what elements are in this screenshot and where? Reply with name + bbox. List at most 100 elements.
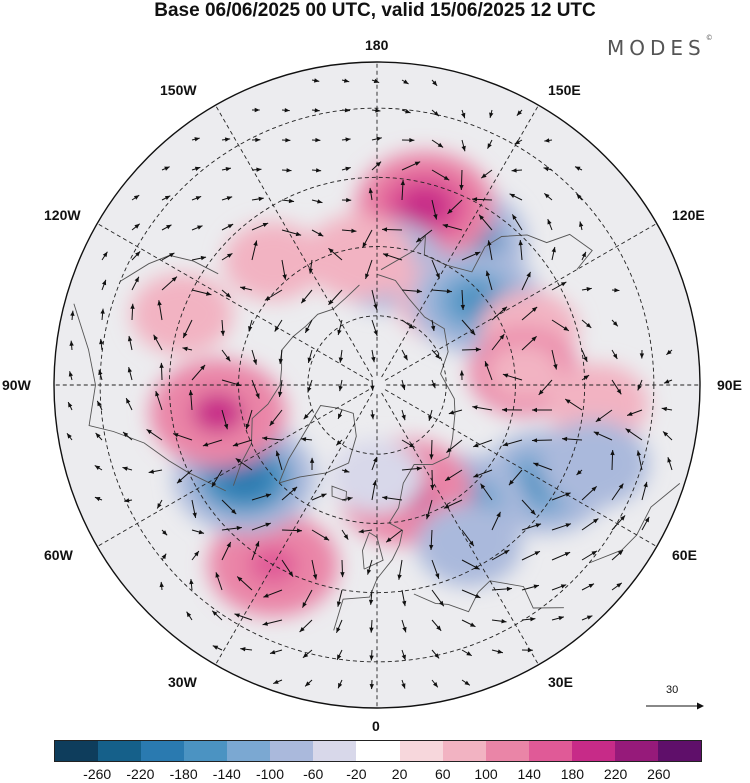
wind-arrow-head [344,468,350,473]
wind-arrow-head [159,362,164,368]
wind-arrow-head [466,651,472,656]
wind-arrow-head [202,442,209,447]
wind-arrow-head [429,454,434,460]
wind-arrow-head [405,109,411,114]
wind-arrow-head [565,399,571,404]
wind-arrow-head [340,572,345,578]
brand-text: MODES [607,36,706,60]
wind-arrow-head [460,304,465,310]
wind-arrow-head [433,111,439,117]
colorbar-swatch [657,741,701,761]
wind-arrow-head [593,518,599,524]
wind-arrow-head [166,224,172,230]
wind-arrow-head [445,476,451,481]
wind-arrow-head [401,384,406,390]
wind-arrow-head [225,292,231,298]
wind-arrow-head [533,584,539,589]
colorbar-tick: 220 [603,766,628,782]
wind-arrow-head [472,197,478,202]
wind-arrow-head [256,167,262,172]
wind-arrow-head [430,484,435,490]
wind-arrow-head [133,195,140,200]
wind-arrow-head [157,503,162,509]
wind-arrow-head [382,495,388,501]
wind-arrow-head [252,359,257,365]
wind-arrow-head [226,196,233,201]
wind-arrow-head [275,450,280,457]
colorbar-swatch [98,741,142,761]
wind-arrow-head [636,450,641,456]
wind-arrow-head [429,544,434,550]
wind-arrow-head [182,346,188,352]
wind-arrow-head [288,571,293,577]
wind-arrow-head [305,681,311,687]
colorbar-swatch [184,741,228,761]
wind-arrow-head [562,436,568,442]
wind-arrow-head [666,349,672,355]
wind-arrow-head [614,288,620,293]
wind-arrow-head [164,195,171,200]
wind-arrow-head [401,654,406,661]
wind-arrow-head [236,525,242,531]
wind-arrow-head [403,79,409,84]
wind-arrow-head [206,291,212,296]
wind-arrow-head [526,271,531,278]
wind-arrow-head [475,593,481,598]
wind-arrow-head [70,310,75,316]
wind-arrow-head [508,479,514,486]
wind-arrow-head [284,108,290,113]
meridian-line [97,223,370,381]
wind-arrow-head [317,231,324,237]
wind-arrow-head [616,388,622,395]
lon-label-60e: 60E [672,547,697,563]
wind-arrow-head [162,530,168,536]
wind-arrow-head [376,136,382,141]
wind-arrow-head [586,615,593,620]
wind-arrow-head [408,323,414,329]
wind-arrow-head [317,199,323,204]
wind-arrow-head [487,240,492,246]
wind-arrow-head [336,601,342,607]
lon-label-60w: 60W [44,547,73,563]
wind-arrow-head [591,550,597,556]
wind-arrow-head [122,466,128,471]
colorbar-swatch [141,741,185,761]
wind-arrow-head [240,647,246,652]
wind-arrow-head [409,443,415,448]
wind-arrow-head [225,356,231,362]
wind-arrow-head [68,402,73,408]
wind-arrow-head [94,497,101,502]
wind-arrow-head [336,440,342,446]
wind-arrow-head [558,616,564,621]
wind-arrow-head [375,161,382,167]
wind-arrow-head [565,523,571,528]
wind-arrow-head [240,286,246,291]
wind-arrow-head [551,247,556,253]
wind-arrow-head [435,273,440,279]
wind-arrow-head [258,196,264,202]
wind-arrow-head [337,329,342,335]
wind-arrow-head [336,627,341,633]
wind-arrow-head [370,385,375,391]
wind-arrow-head [288,198,295,204]
wind-arrow-head [511,168,517,173]
wind-arrow-head [127,367,132,373]
lon-label-180: 180 [365,37,389,53]
colorbar-tick: 20 [391,766,408,782]
colorbar-tick: 180 [560,766,585,782]
wind-arrow-head [402,626,407,633]
wind-arrow-head [373,304,378,310]
wind-arrow-head [472,405,478,410]
wind-arrow-head [518,240,523,246]
wind-arrow-head [312,574,318,580]
wind-arrow-head [620,515,626,521]
wind-arrow-head [223,423,229,430]
wind-arrow-head [338,385,343,392]
wind-arrow-head [459,370,465,376]
wind-arrow-head [532,407,537,413]
wind-arrow-head [134,223,140,229]
colorbar-tick: -140 [212,766,241,782]
wind-arrow-head [309,457,315,463]
wind-arrow-head [366,569,372,575]
wind-arrow-head [227,253,233,258]
